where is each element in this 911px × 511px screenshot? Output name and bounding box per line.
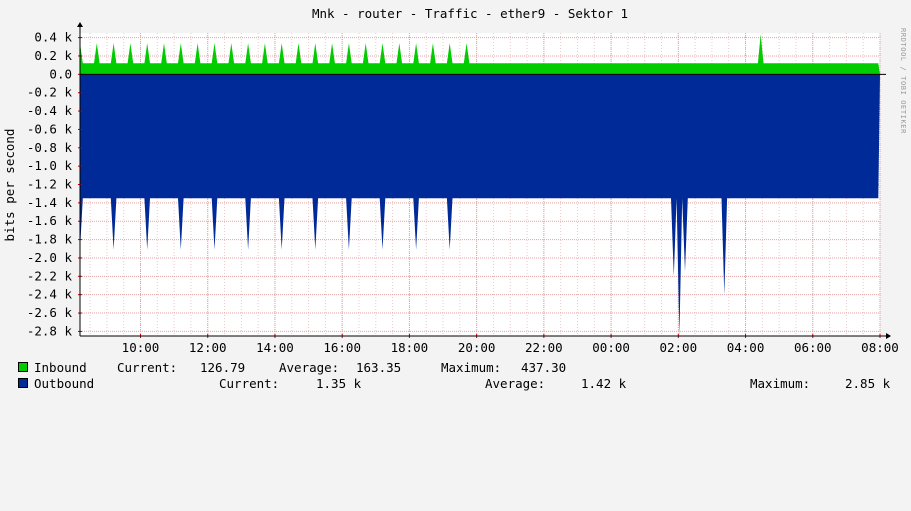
legend-outbound-row: Outbound Current: 1.35 k Average: 1.42 k…	[0, 376, 911, 392]
outbound-label: Outbound	[34, 376, 95, 391]
y-tick-label: -1.8 k	[27, 232, 73, 247]
x-tick-label: 06:00	[794, 340, 832, 355]
y-tick-label: -0.8 k	[27, 140, 73, 155]
y-tick-label: -0.6 k	[27, 121, 73, 136]
outbound-current-label: Current:	[219, 376, 280, 391]
traffic-chart: Mnk - router - Traffic - ether9 - Sektor…	[2, 6, 907, 355]
y-tick-label: -2.6 k	[27, 305, 73, 320]
x-tick-label: 16:00	[323, 340, 361, 355]
x-tick-label: 22:00	[525, 340, 563, 355]
x-axis-ticks: 10:00 12:00 14:00 16:00 18:00 20:00 22:00 00:00…	[122, 340, 899, 355]
x-tick-label: 00:00	[592, 340, 630, 355]
axes	[77, 22, 891, 339]
outbound-average-label: Average:	[485, 376, 546, 391]
x-tick-label: 20:00	[458, 340, 496, 355]
y-axis-label: bits per second	[2, 129, 17, 242]
y-tick-label: -1.4 k	[27, 195, 73, 210]
y-tick-label: -2.2 k	[27, 268, 73, 283]
legend-inbound-row: Inbound Current: 126.79 Average: 163.35 …	[0, 360, 911, 376]
x-tick-label: 02:00	[659, 340, 697, 355]
area-outbound	[80, 74, 880, 337]
x-tick-label: 14:00	[256, 340, 294, 355]
y-tick-label: -2.4 k	[27, 287, 73, 302]
x-tick-label: 18:00	[391, 340, 429, 355]
x-tick-label: 04:00	[727, 340, 765, 355]
chart-title: Mnk - router - Traffic - ether9 - Sektor…	[312, 6, 628, 21]
outbound-swatch	[18, 378, 28, 388]
inbound-maximum-value: 437.30	[521, 360, 567, 375]
outbound-maximum-value: 2.85 k	[845, 376, 891, 391]
data-areas	[80, 34, 880, 337]
y-tick-label: -1.2 k	[27, 177, 73, 192]
y-tick-label: 0.2 k	[34, 48, 72, 63]
inbound-average-label: Average:	[279, 360, 340, 375]
y-axis-ticks: 0.4 k 0.2 k 0.0 -0.2 k -0.4 k -0.6 k -0.8 k -1.…	[27, 30, 73, 339]
outbound-average-value: 1.42 k	[581, 376, 627, 391]
inbound-current-label: Current:	[117, 360, 178, 375]
y-tick-label: 0.0	[49, 66, 72, 81]
y-axis-arrow	[77, 22, 83, 27]
inbound-current-value: 126.79	[200, 360, 246, 375]
y-tick-label: -1.6 k	[27, 213, 73, 228]
y-tick-label: -2.0 k	[27, 250, 73, 265]
outbound-current-value: 1.35 k	[316, 376, 362, 391]
inbound-label: Inbound	[34, 360, 87, 375]
x-tick-label: 10:00	[122, 340, 160, 355]
inbound-swatch	[18, 362, 28, 372]
outbound-maximum-label: Maximum:	[750, 376, 811, 391]
inbound-maximum-label: Maximum:	[441, 360, 502, 375]
inbound-average-value: 163.35	[356, 360, 402, 375]
y-tick-label: 0.4 k	[34, 30, 72, 45]
x-axis-arrow	[886, 333, 891, 339]
x-tick-label: 08:00	[861, 340, 899, 355]
y-tick-label: -2.8 k	[27, 323, 73, 338]
x-tick-label: 12:00	[189, 340, 227, 355]
y-tick-label: -0.4 k	[27, 103, 73, 118]
area-inbound	[80, 34, 880, 75]
rrdtool-watermark: RRDTOOL / TOBI OETIKER	[899, 28, 907, 134]
y-tick-label: -1.0 k	[27, 158, 73, 173]
y-tick-label: -0.2 k	[27, 85, 73, 100]
